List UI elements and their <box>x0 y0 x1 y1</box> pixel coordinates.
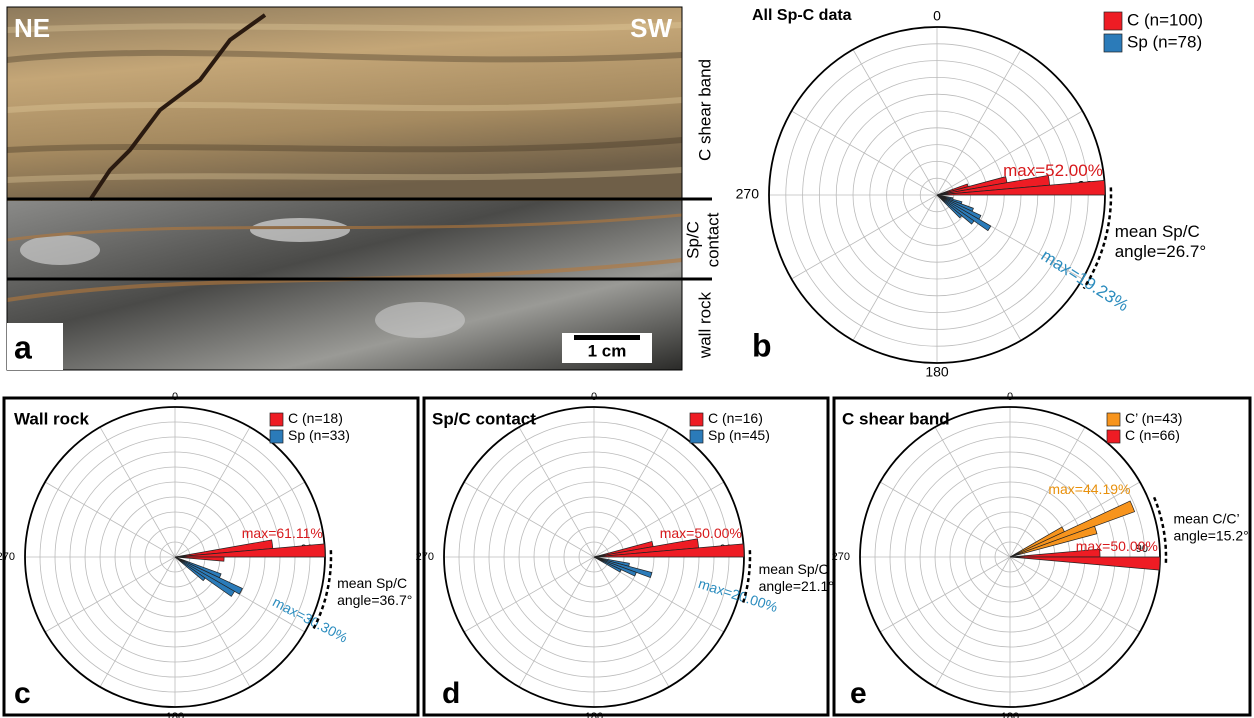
panel-label: d <box>442 677 460 710</box>
rose-bar <box>1010 557 1160 570</box>
spoke <box>792 195 937 279</box>
spoke <box>935 557 1010 687</box>
angle-annotation: mean Sp/C <box>337 575 407 591</box>
spoke <box>935 427 1010 557</box>
legend-swatch <box>270 430 283 443</box>
legend-swatch <box>1107 430 1120 443</box>
theta-tick-label: 0 <box>933 8 941 24</box>
spoke <box>594 427 669 557</box>
theta-tick-label: 180 <box>585 711 603 718</box>
panel-label: a <box>14 329 32 365</box>
theta-tick-label: 270 <box>416 551 434 563</box>
zone-label: wall rock <box>695 291 714 359</box>
theta-tick-label: 270 <box>736 186 760 202</box>
legend-label: Sp (n=45) <box>708 427 770 443</box>
spoke <box>45 482 175 557</box>
theta-tick-label: 0 <box>591 391 597 403</box>
theta-tick-label: 180 <box>1001 711 1019 718</box>
max-label: max=44.19% <box>1048 481 1130 497</box>
legend-swatch <box>270 413 283 426</box>
angle-annotation: angle=36.7° <box>337 592 412 608</box>
chart-title: C shear band <box>842 409 950 428</box>
spoke <box>853 195 937 340</box>
spoke <box>100 427 175 557</box>
panel-label: b <box>752 327 772 363</box>
legend-label: C (n=100) <box>1127 10 1203 29</box>
angle-annotation: angle=26.7° <box>1115 242 1206 261</box>
scale-label: 1 cm <box>588 341 627 360</box>
angle-annotation: angle=21.1° <box>759 578 834 594</box>
spoke <box>175 427 250 557</box>
theta-tick-label: 270 <box>832 551 850 563</box>
spoke <box>45 557 175 632</box>
legend-label: C’ (n=43) <box>1125 410 1182 426</box>
legend-swatch <box>690 413 703 426</box>
panel-label: c <box>14 677 31 710</box>
max-label: max=50.00% <box>1076 538 1158 554</box>
photo: NE SW C shear band Sp/C contact wall roc… <box>7 7 722 370</box>
chart-title: All Sp-C data <box>752 7 852 24</box>
legend-swatch <box>690 430 703 443</box>
max-label: max=61.11% <box>242 525 323 541</box>
max-label: max=50.00% <box>660 525 742 541</box>
spoke <box>519 557 594 687</box>
zone-label: contact <box>703 212 722 267</box>
legend-label: C (n=66) <box>1125 427 1180 443</box>
spoke <box>100 557 175 687</box>
chart-title: Wall rock <box>14 409 89 428</box>
angle-annotation: angle=15.2° <box>1173 527 1248 543</box>
max-label: max=52.00% <box>1003 161 1103 180</box>
spoke <box>464 557 594 632</box>
spoke <box>792 111 937 195</box>
theta-tick-label: 0 <box>172 391 178 403</box>
spoke <box>594 557 669 687</box>
legend-label: Sp (n=33) <box>288 427 350 443</box>
legend-label: Sp (n=78) <box>1127 32 1202 51</box>
panel-label: e <box>850 677 867 710</box>
orientation-label: SW <box>630 13 672 43</box>
legend-swatch <box>1107 413 1120 426</box>
theta-tick-label: 180 <box>166 711 184 718</box>
spoke <box>880 557 1010 632</box>
legend-swatch <box>1104 12 1122 30</box>
angle-annotation: mean Sp/C <box>759 561 829 577</box>
figure: NE SW C shear band Sp/C contact wall roc… <box>0 0 1254 718</box>
theta-tick-label: 270 <box>0 551 15 563</box>
legend-swatch <box>1104 34 1122 52</box>
orientation-label: NE <box>14 13 50 43</box>
scale-bar <box>574 335 640 340</box>
spoke <box>1010 557 1085 687</box>
spoke <box>464 482 594 557</box>
spoke <box>1010 557 1140 632</box>
zone-label: C shear band <box>695 59 714 161</box>
theta-tick-label: 180 <box>925 364 949 380</box>
legend-label: C (n=18) <box>288 410 343 426</box>
zone-label: Sp/C <box>683 221 702 259</box>
theta-tick-label: 0 <box>1007 391 1013 403</box>
spoke <box>853 50 937 195</box>
angle-annotation: mean C/C’ <box>1173 510 1239 526</box>
legend-label: C (n=16) <box>708 410 763 426</box>
angle-annotation: mean Sp/C <box>1115 222 1200 241</box>
spoke <box>880 482 1010 557</box>
spoke <box>519 427 594 557</box>
